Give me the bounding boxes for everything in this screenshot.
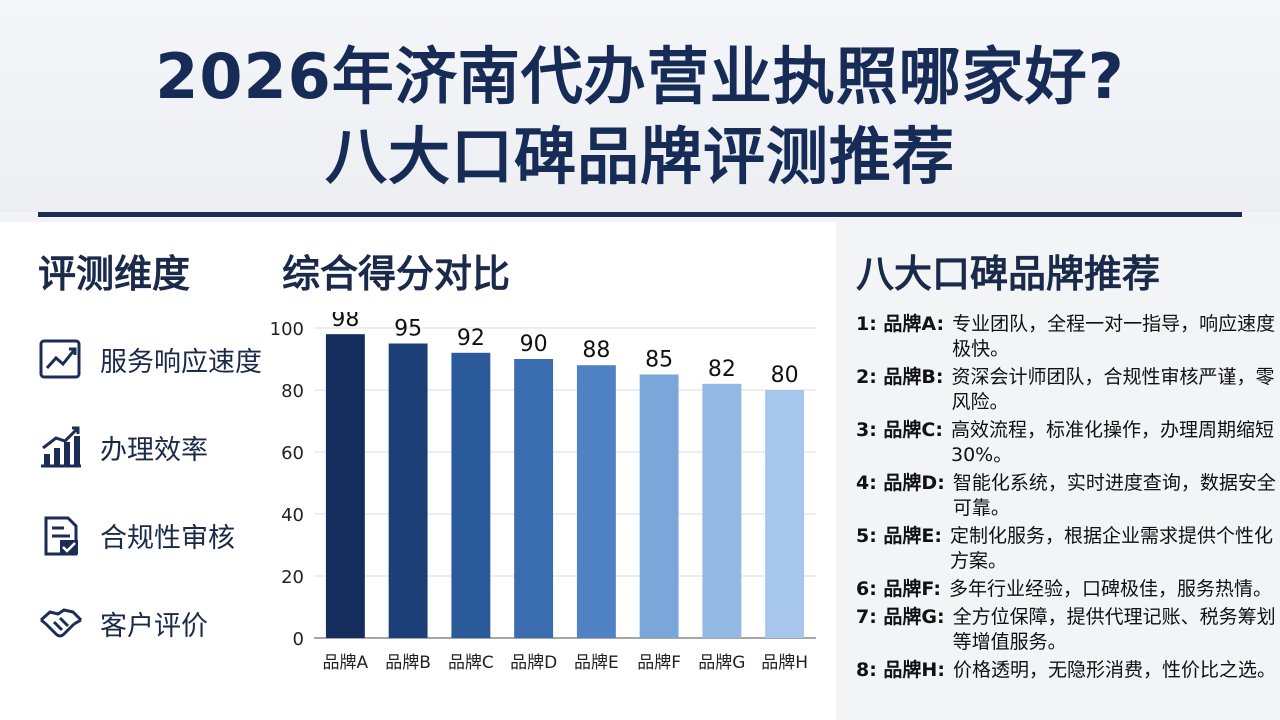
page-title-line2: 八大口碑品牌评测推荐: [324, 120, 955, 193]
y-tick-label: 100: [270, 319, 304, 340]
list-item: 5: 品牌E: 定制化服务，根据企业需求提供个性化方案。: [856, 524, 1280, 574]
brand-description: 资深会计师团队，合规性审核严谨，零风险。: [951, 366, 1275, 413]
data-label: 85: [645, 348, 673, 373]
title-band: 2026年济南代办营业执照哪家好? 八大口碑品牌评测推荐: [0, 0, 1280, 212]
dimension-item-reviews: 客户评价: [38, 598, 208, 648]
y-tick-label: 40: [281, 505, 304, 526]
brand-list: 1: 品牌A: 专业团队，全程一对一指导，响应速度极快。 2: 品牌B: 资深会…: [856, 312, 1280, 686]
dimension-label: 客户评价: [100, 610, 208, 642]
x-tick-label: 品牌A: [323, 653, 369, 673]
x-tick-label: 品牌B: [385, 653, 431, 673]
data-label: 98: [331, 312, 359, 332]
list-item: 2: 品牌B: 资深会计师团队，合规性审核严谨，零风险。: [856, 365, 1280, 415]
dimension-item-response: 服务响应速度: [38, 334, 262, 384]
dimension-item-efficiency: 办理效率: [38, 422, 208, 472]
right-panel: [836, 222, 1280, 720]
document-check-icon: [44, 516, 78, 556]
y-tick-label: 20: [281, 567, 304, 588]
bar-品牌B: [388, 343, 428, 638]
bar-品牌D: [514, 359, 554, 638]
x-tick-label: 品牌D: [510, 653, 557, 673]
brand-prefix: 2: 品牌B:: [856, 366, 944, 388]
bar-品牌C: [451, 352, 491, 638]
list-item: 7: 品牌G: 全方位保障，提供代理记账、税务筹划等增值服务。: [856, 605, 1280, 655]
x-tick-label: 品牌C: [448, 653, 494, 673]
brand-description: 智能化系统，实时进度查询，数据安全可靠。: [952, 472, 1276, 519]
data-label: 88: [582, 338, 610, 363]
score-bar-chart: 0 20 40 60 80 100 98 品牌A 95 品牌B 92 品牌C 90 品牌D 88 品牌E 85 品…: [270, 312, 816, 673]
chart-heading: 综合得分对比: [282, 252, 511, 296]
list-item: 4: 品牌D: 智能化系统，实时进度查询，数据安全可靠。: [856, 471, 1280, 521]
x-tick-label: 品牌G: [698, 653, 745, 673]
bar-品牌G: [702, 383, 742, 638]
y-tick-label: 60: [281, 443, 304, 464]
bar-品牌H: [765, 390, 805, 638]
bar-品牌A: [325, 334, 365, 638]
brand-prefix: 5: 品牌E:: [856, 525, 943, 547]
trend-line-chart-icon: [39, 339, 81, 379]
dimensions-heading: 评测维度: [38, 252, 191, 296]
data-label: 82: [708, 357, 736, 382]
dimension-label: 办理效率: [100, 434, 208, 466]
x-tick-label: 品牌E: [574, 653, 619, 673]
list-item: 6: 品牌F: 多年行业经验，口碑极佳，服务热情。: [856, 577, 1280, 602]
brand-description: 价格透明，无隐形消费，性价比之选。: [952, 659, 1276, 681]
title-divider: [38, 212, 1242, 217]
handshake-icon: [40, 608, 83, 638]
bar-品牌E: [576, 365, 616, 638]
brand-prefix: 4: 品牌D:: [856, 472, 945, 494]
bar-品牌F: [639, 374, 679, 638]
x-tick-label: 品牌H: [761, 653, 808, 673]
brand-description: 全方位保障，提供代理记账、税务筹划等增值服务。: [952, 606, 1276, 653]
brand-description: 多年行业经验，口碑极佳，服务热情。: [948, 578, 1272, 600]
data-label: 90: [520, 332, 548, 357]
x-tick-label: 品牌F: [637, 653, 681, 673]
page-title-line1: 2026年济南代办营业执照哪家好?: [155, 40, 1125, 113]
dimension-label: 服务响应速度: [100, 346, 262, 378]
dimension-item-compliance: 合规性审核: [38, 510, 235, 560]
brand-prefix: 1: 品牌A:: [856, 313, 945, 335]
list-item: 3: 品牌C: 高效流程，标准化操作，办理周期缩短30%。: [856, 418, 1280, 468]
brand-description: 定制化服务，根据企业需求提供个性化方案。: [950, 525, 1274, 572]
data-label: 95: [394, 317, 422, 342]
brand-description: 高效流程，标准化操作，办理周期缩短30%。: [950, 419, 1274, 466]
y-tick-label: 80: [281, 381, 304, 402]
brand-description: 专业团队，全程一对一指导，响应速度极快。: [952, 313, 1276, 360]
brand-prefix: 7: 品牌G:: [856, 606, 945, 628]
y-tick-label: 0: [293, 629, 304, 650]
list-item: 1: 品牌A: 专业团队，全程一对一指导，响应速度极快。: [856, 312, 1280, 362]
bar-growth-chart-icon: [41, 426, 81, 468]
data-label: 92: [457, 326, 485, 351]
brand-prefix: 6: 品牌F:: [856, 578, 941, 600]
dimension-label: 合规性审核: [100, 522, 235, 554]
brands-heading: 八大口碑品牌推荐: [856, 252, 1161, 296]
brand-prefix: 3: 品牌C:: [856, 419, 943, 441]
list-item: 8: 品牌H: 价格透明，无隐形消费，性价比之选。: [856, 658, 1280, 683]
data-label: 80: [771, 363, 799, 388]
brand-prefix: 8: 品牌H:: [856, 659, 945, 681]
